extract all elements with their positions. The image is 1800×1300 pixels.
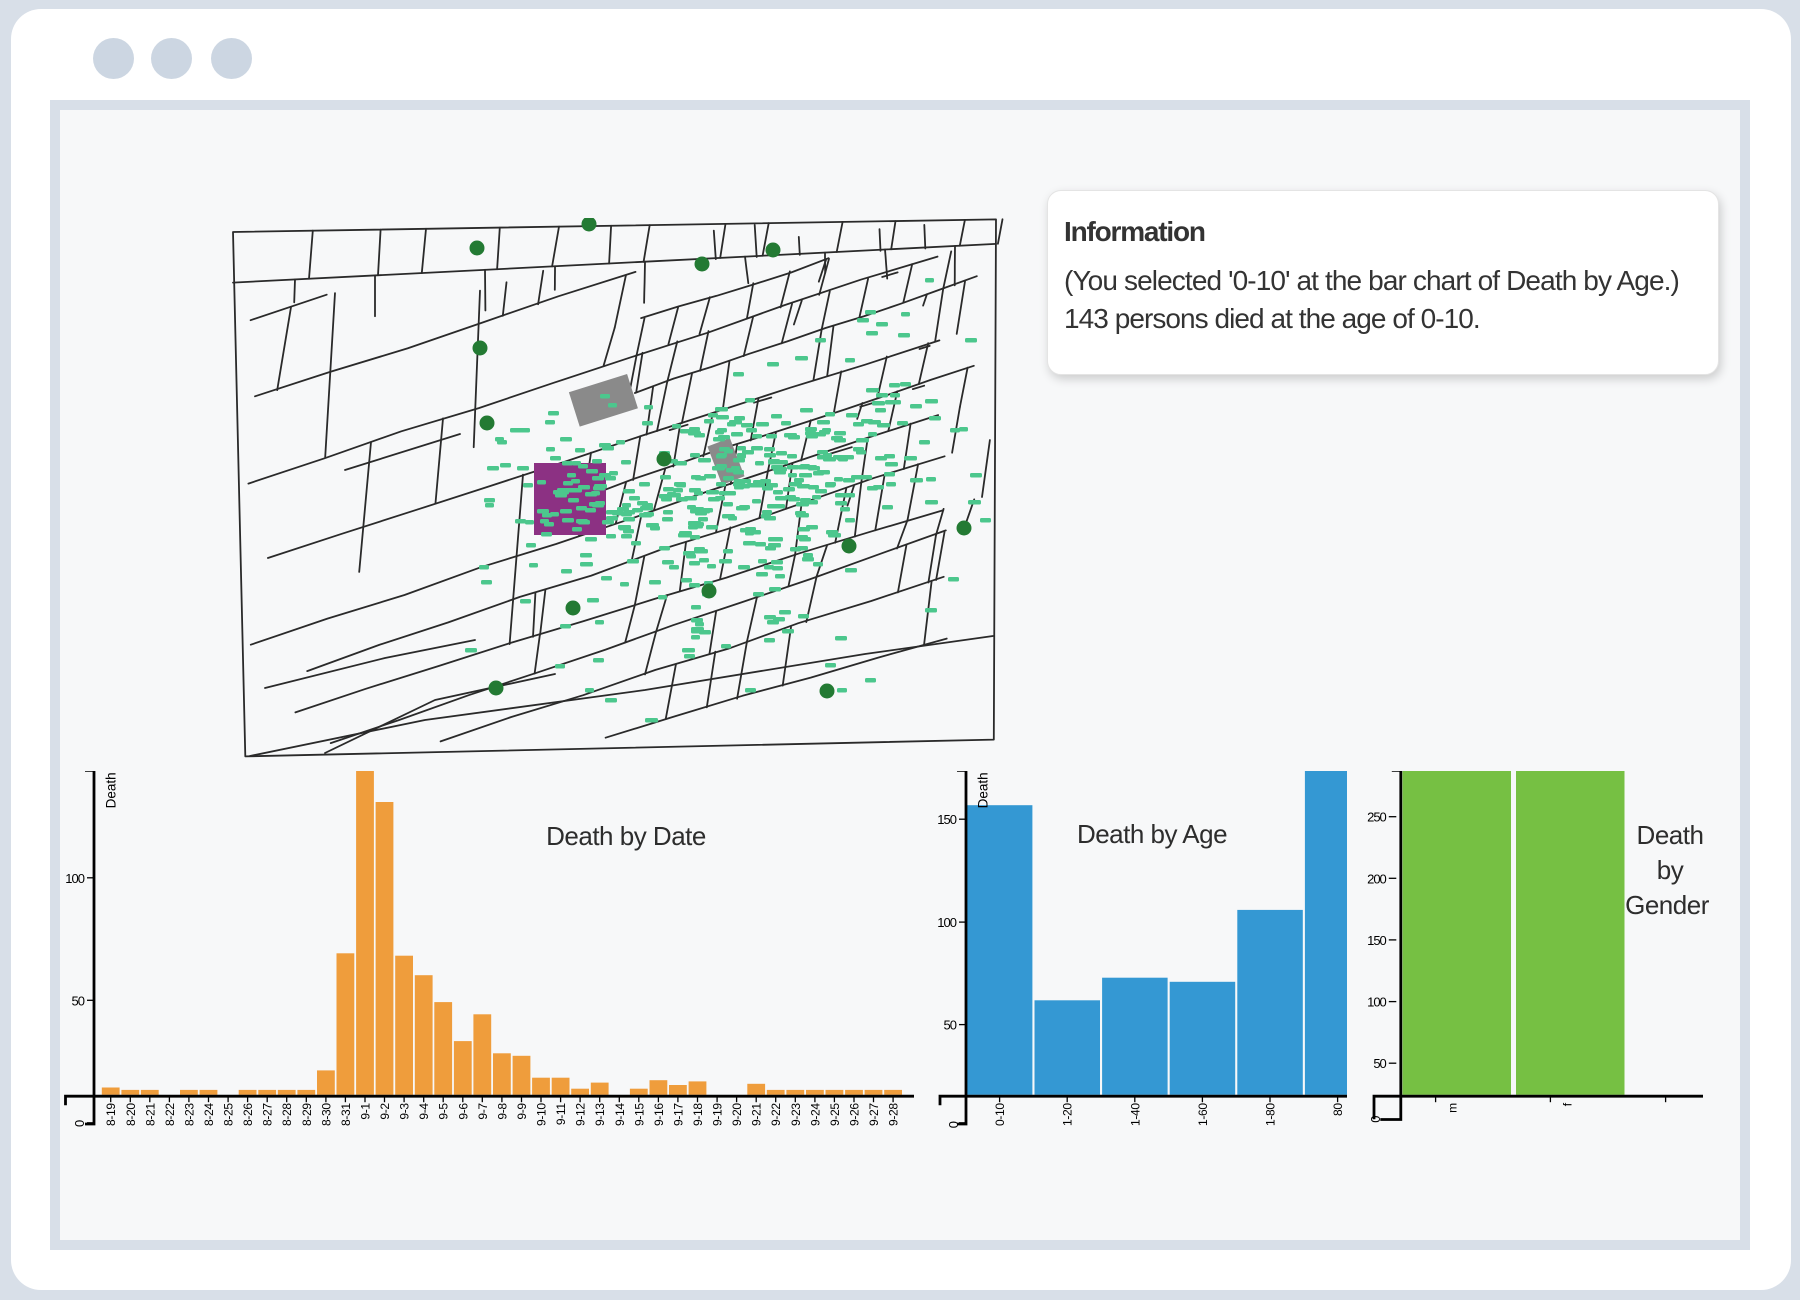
svg-text:100: 100 [937,915,956,930]
svg-text:Death: Death [104,772,119,808]
svg-text:8-30: 8-30 [319,1103,333,1126]
svg-text:9-26: 9-26 [848,1103,862,1126]
svg-text:50: 50 [1373,1056,1386,1071]
svg-text:8-23: 8-23 [182,1103,196,1126]
svg-text:9-15: 9-15 [632,1103,646,1126]
svg-text:8-26: 8-26 [241,1103,255,1126]
svg-text:80: 80 [1331,1103,1345,1116]
svg-text:9-20: 9-20 [730,1103,744,1126]
svg-text:9-27: 9-27 [867,1103,881,1126]
svg-text:50: 50 [72,993,85,1008]
svg-text:9-4: 9-4 [417,1103,431,1120]
svg-text:9-3: 9-3 [398,1103,412,1120]
svg-text:100: 100 [1367,995,1386,1010]
svg-text:1-60: 1-60 [1196,1103,1210,1126]
svg-text:9-12: 9-12 [574,1103,588,1126]
svg-text:9-13: 9-13 [593,1103,607,1126]
svg-text:1-40: 1-40 [1128,1103,1142,1126]
svg-text:250: 250 [1367,810,1386,825]
svg-text:8-25: 8-25 [222,1103,236,1126]
svg-text:0: 0 [1368,1116,1383,1123]
svg-text:1-80: 1-80 [1264,1103,1278,1126]
svg-text:9-21: 9-21 [750,1103,764,1126]
svg-text:9-18: 9-18 [691,1103,705,1126]
svg-text:150: 150 [937,812,956,827]
svg-text:9-11: 9-11 [554,1103,568,1126]
svg-text:9-25: 9-25 [828,1103,842,1126]
svg-text:9-10: 9-10 [535,1103,549,1126]
svg-text:9-5: 9-5 [437,1103,451,1120]
svg-text:Death: Death [1637,820,1704,850]
svg-text:Gender: Gender [1625,890,1710,920]
svg-text:Death by Date: Death by Date [546,821,706,851]
svg-text:m: m [1446,1103,1460,1113]
svg-text:8-21: 8-21 [143,1103,157,1126]
svg-text:9-2: 9-2 [378,1103,392,1120]
svg-text:9-7: 9-7 [476,1103,490,1120]
svg-text:Death: Death [976,772,991,808]
svg-text:100: 100 [65,871,84,886]
svg-text:8-29: 8-29 [300,1103,314,1126]
svg-text:9-14: 9-14 [613,1103,627,1126]
svg-text:0: 0 [946,1121,961,1128]
svg-text:9-17: 9-17 [671,1103,685,1126]
svg-text:8-28: 8-28 [280,1103,294,1126]
svg-text:9-19: 9-19 [711,1103,725,1126]
svg-text:9-6: 9-6 [456,1103,470,1120]
svg-text:9-9: 9-9 [515,1103,529,1120]
svg-text:8-22: 8-22 [163,1103,177,1126]
svg-text:9-23: 9-23 [789,1103,803,1126]
svg-text:200: 200 [1367,871,1386,886]
svg-text:1-20: 1-20 [1061,1103,1075,1126]
svg-text:0: 0 [72,1120,87,1127]
svg-text:9-28: 9-28 [887,1103,901,1126]
svg-text:by: by [1657,855,1684,885]
svg-text:8-24: 8-24 [202,1103,216,1126]
svg-text:8-20: 8-20 [124,1103,138,1126]
svg-text:50: 50 [944,1018,957,1033]
svg-text:9-1: 9-1 [359,1103,373,1120]
svg-text:9-8: 9-8 [495,1103,509,1120]
svg-text:f: f [1560,1102,1574,1106]
svg-text:Death by Age: Death by Age [1077,819,1227,849]
svg-text:9-24: 9-24 [808,1103,822,1126]
svg-text:9-16: 9-16 [652,1103,666,1126]
svg-text:8-19: 8-19 [104,1103,118,1126]
svg-text:8-27: 8-27 [261,1103,275,1126]
svg-text:8-31: 8-31 [339,1103,353,1126]
svg-text:150: 150 [1367,933,1386,948]
svg-text:9-22: 9-22 [769,1103,783,1126]
svg-text:0-10: 0-10 [993,1103,1007,1126]
